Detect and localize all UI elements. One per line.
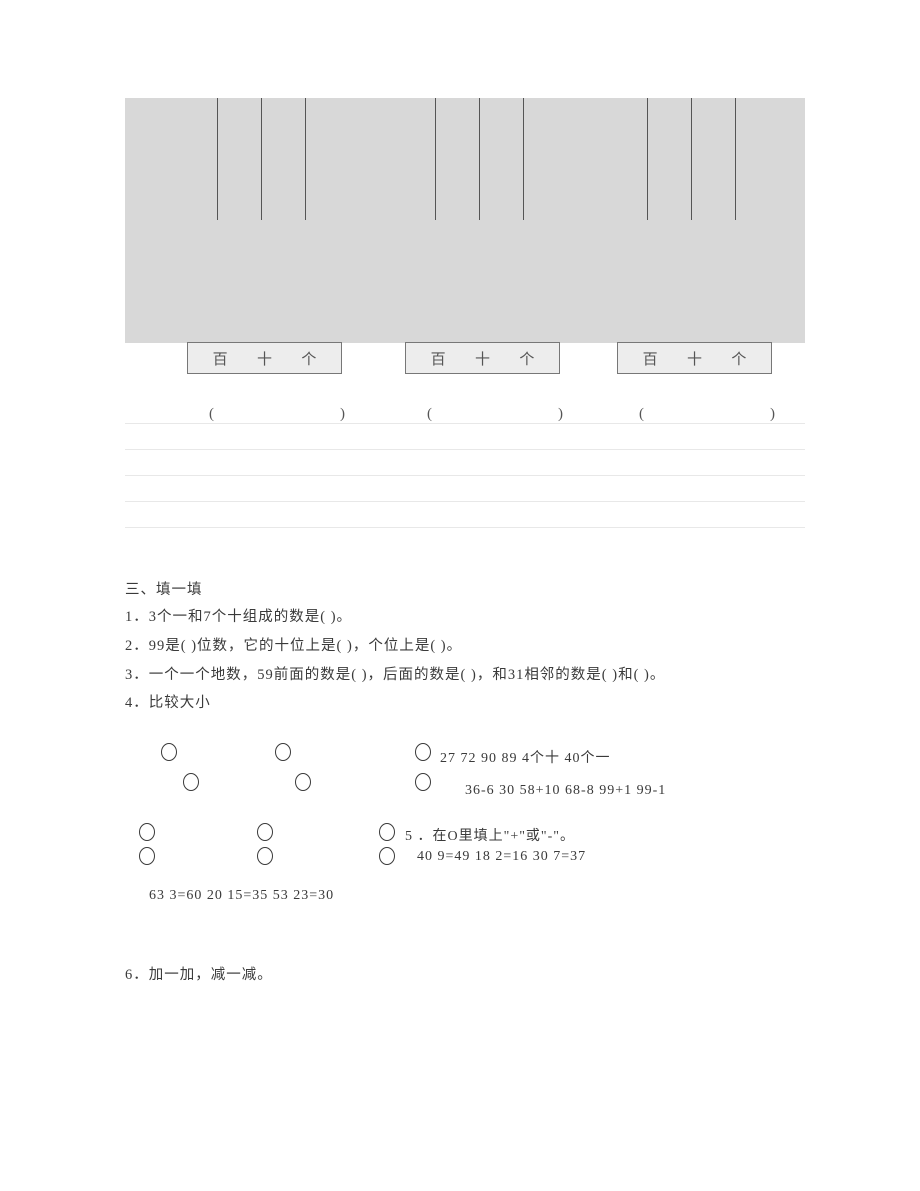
- q5-text-line-1: 40 9=49 18 2=16 30 7=37: [417, 849, 586, 865]
- place-label-box-3: 百 十 个: [617, 342, 772, 374]
- question-3: 3．一个一个地数，59前面的数是( )，后面的数是( )，和31相邻的数是( )…: [125, 665, 820, 687]
- blank-oval: [275, 743, 291, 761]
- place-label: 个: [301, 348, 316, 369]
- place-value-diagram: 百 十 个 ( ) 百 十 个 ( ) 百: [125, 98, 805, 343]
- q4-text-line-1: 27 72 90 89 4个十 40个一: [440, 747, 611, 767]
- place-label: 十: [475, 348, 490, 369]
- blank-oval: [139, 823, 155, 841]
- paren-right: ): [558, 406, 563, 423]
- answer-paren-1: ( ): [187, 406, 367, 423]
- place-label-box-1: 百 十 个: [187, 342, 342, 374]
- question-6: 6．加一加，减一减。: [125, 963, 820, 984]
- place-label: 十: [257, 348, 272, 369]
- q4-text-line-2: 36-6 30 58+10 68-8 99+1 99-1: [465, 783, 666, 799]
- rod: [305, 98, 306, 220]
- paren-left: (: [639, 406, 644, 423]
- abacus-2: 百 十 个 ( ): [405, 98, 585, 423]
- question-1: 1．3个一和7个十组成的数是( )。: [125, 607, 820, 629]
- place-label: 个: [731, 348, 746, 369]
- ruled-line: [125, 527, 805, 528]
- answer-paren-3: ( ): [617, 406, 797, 423]
- paren-left: (: [209, 406, 214, 423]
- paren-left: (: [427, 406, 432, 423]
- ruled-line: [125, 423, 805, 424]
- paren-right: ): [340, 406, 345, 423]
- answer-paren-2: ( ): [405, 406, 585, 423]
- section-3-title: 三、填一填: [125, 578, 820, 599]
- rod: [735, 98, 736, 220]
- rod: [479, 98, 480, 220]
- place-label: 百: [431, 348, 446, 369]
- blank-oval: [415, 743, 431, 761]
- q5-text-line-2: 63 3=60 20 15=35 53 23=30: [149, 888, 334, 904]
- blank-oval: [183, 773, 199, 791]
- rod: [691, 98, 692, 220]
- rods-2: [405, 98, 585, 220]
- rod: [435, 98, 436, 220]
- blank-oval: [139, 847, 155, 865]
- place-label: 十: [687, 348, 702, 369]
- blank-oval: [257, 823, 273, 841]
- ruled-line: [125, 475, 805, 476]
- rods-3: [617, 98, 797, 220]
- q5-label: 5 ．在O里填上"+"或"-"。: [405, 825, 575, 845]
- question-4-label: 4．比较大小: [125, 693, 820, 715]
- blank-oval: [379, 847, 395, 865]
- blank-oval: [295, 773, 311, 791]
- blank-oval: [379, 823, 395, 841]
- blank-oval: [257, 847, 273, 865]
- abacus-3: 百 十 个 ( ): [617, 98, 797, 423]
- blank-oval: [161, 743, 177, 761]
- rod: [261, 98, 262, 220]
- place-label: 个: [519, 348, 534, 369]
- rod: [523, 98, 524, 220]
- ruled-line: [125, 501, 805, 502]
- rods-1: [187, 98, 367, 220]
- rod: [217, 98, 218, 220]
- question-2: 2．99是( )位数，它的十位上是( )，个位上是( )。: [125, 636, 820, 658]
- place-label-box-2: 百 十 个: [405, 342, 560, 374]
- place-label: 百: [213, 348, 228, 369]
- comparison-section: 27 72 90 89 4个十 40个一 36-6 30 58+10 68-8 …: [125, 743, 820, 923]
- rod: [647, 98, 648, 220]
- place-label: 百: [643, 348, 658, 369]
- blank-oval: [415, 773, 431, 791]
- abacus-1: 百 十 个 ( ): [187, 98, 367, 423]
- ruled-writing-area: [125, 423, 805, 528]
- ruled-line: [125, 449, 805, 450]
- paren-right: ): [770, 406, 775, 423]
